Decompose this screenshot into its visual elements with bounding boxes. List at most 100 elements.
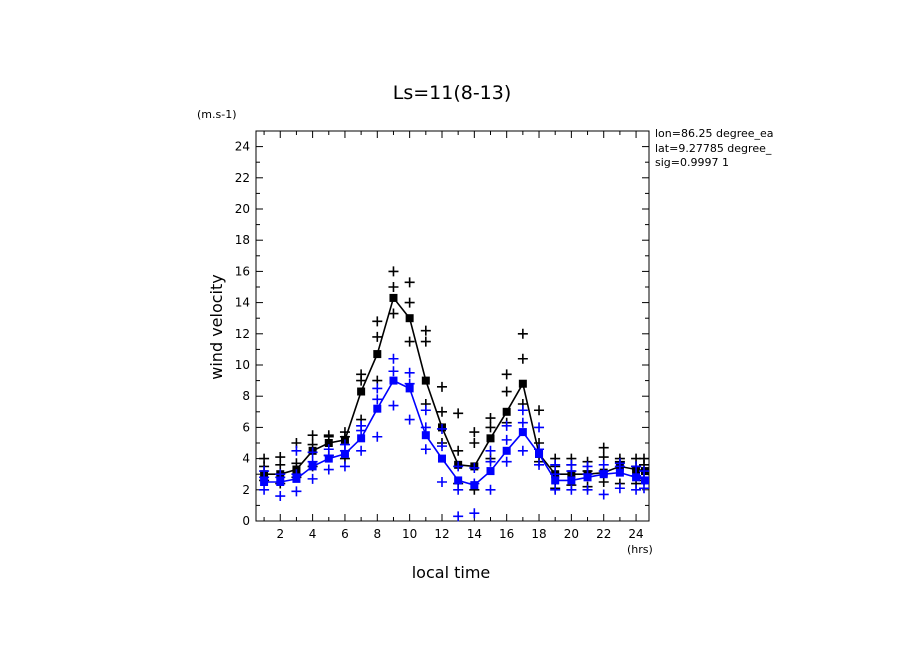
sample-marker — [534, 405, 545, 416]
sample-marker — [356, 369, 367, 380]
mean-marker — [502, 407, 511, 416]
sample-marker — [566, 459, 577, 470]
sample-marker — [291, 445, 302, 456]
sample-marker — [404, 336, 415, 347]
sample-marker — [388, 308, 399, 319]
mean-marker — [502, 446, 511, 455]
mean-marker — [340, 449, 349, 458]
mean-marker — [389, 376, 398, 385]
mean-marker — [389, 293, 398, 302]
sample-marker — [323, 464, 334, 475]
mean-marker — [518, 428, 527, 437]
sample-marker — [453, 511, 464, 522]
x-tick-label: 16 — [499, 527, 514, 541]
sample-marker — [420, 444, 431, 455]
y-tick-label: 16 — [235, 264, 250, 278]
sample-marker — [339, 461, 350, 472]
sample-marker — [598, 477, 609, 487]
sample-marker — [259, 484, 270, 495]
sample-marker — [631, 461, 642, 472]
mean-marker — [276, 478, 285, 486]
y-tick-label: 24 — [235, 140, 250, 154]
sample-marker — [517, 353, 528, 364]
sample-marker — [275, 469, 286, 480]
mean-marker — [373, 404, 382, 413]
sample-marker — [566, 484, 577, 495]
sample-marker — [501, 369, 512, 380]
sample-marker — [453, 461, 464, 472]
sample-marker — [404, 414, 415, 425]
sample-marker — [372, 383, 383, 394]
sample-marker — [517, 417, 528, 428]
sample-marker — [372, 331, 383, 342]
sample-marker — [501, 456, 512, 467]
x-axis-label: local time — [412, 563, 491, 582]
sample-marker — [598, 459, 609, 470]
sample-marker — [534, 422, 545, 433]
sample-marker — [275, 491, 286, 502]
sample-marker — [323, 444, 334, 455]
sample-marker — [388, 353, 399, 364]
sample-marker — [550, 459, 561, 470]
sample-marker — [404, 367, 415, 378]
sample-marker — [388, 266, 399, 277]
sample-marker — [339, 427, 350, 438]
sample-marker — [534, 459, 545, 470]
sample-marker — [372, 316, 383, 327]
y-tick-label: 2 — [242, 483, 250, 497]
y-tick-label: 12 — [235, 327, 250, 341]
sample-marker — [356, 445, 367, 456]
mean-marker — [615, 468, 624, 477]
sample-marker — [614, 458, 625, 469]
sample-marker — [485, 413, 496, 424]
sample-marker — [517, 445, 528, 456]
mean-marker — [437, 454, 446, 463]
mean-marker — [357, 387, 366, 396]
sample-marker — [307, 447, 318, 458]
mean-marker — [470, 481, 479, 490]
chart-title: Ls=11(8-13) — [393, 82, 512, 104]
mean-marker — [421, 376, 430, 385]
sample-marker — [550, 484, 561, 495]
y-tick-label: 6 — [242, 420, 250, 434]
mean-marker — [373, 350, 382, 359]
sample-marker — [598, 489, 609, 500]
sample-marker — [469, 427, 480, 438]
y-tick-label: 0 — [242, 514, 250, 528]
series-line — [264, 379, 650, 487]
sample-marker — [259, 453, 270, 464]
sample-marker — [372, 431, 383, 442]
annotation-lat: lat=9.27785 degree_ — [655, 142, 772, 155]
sample-marker — [404, 277, 415, 288]
sample-marker — [436, 441, 447, 452]
sample-marker — [485, 445, 496, 456]
sample-marker — [517, 328, 528, 339]
x-tick-label: 8 — [373, 527, 381, 541]
x-unit-label: (hrs) — [627, 543, 653, 556]
mean-marker — [518, 379, 527, 388]
mean-marker — [405, 384, 414, 393]
series-1 — [259, 353, 650, 522]
mean-marker — [421, 431, 430, 440]
x-tick-label: 6 — [341, 527, 349, 541]
sample-marker — [639, 466, 649, 477]
y-tick-label: 20 — [235, 202, 250, 216]
mean-marker — [486, 434, 495, 443]
x-tick-label: 20 — [564, 527, 579, 541]
series-0 — [259, 266, 650, 495]
mean-marker — [641, 476, 649, 485]
mean-marker — [486, 467, 495, 476]
x-tick-label: 2 — [276, 527, 284, 541]
annotation-sig: sig=0.9997 1 — [655, 156, 729, 169]
sample-marker — [469, 508, 480, 519]
sample-marker — [582, 484, 593, 495]
sample-marker — [485, 484, 496, 495]
mean-marker — [632, 473, 641, 482]
sample-marker — [501, 420, 512, 431]
y-tick-label: 4 — [242, 452, 250, 466]
mean-marker — [551, 476, 560, 485]
mean-marker — [599, 470, 608, 479]
sample-marker — [291, 486, 302, 497]
sample-marker — [582, 461, 593, 472]
sample-marker — [436, 381, 447, 392]
